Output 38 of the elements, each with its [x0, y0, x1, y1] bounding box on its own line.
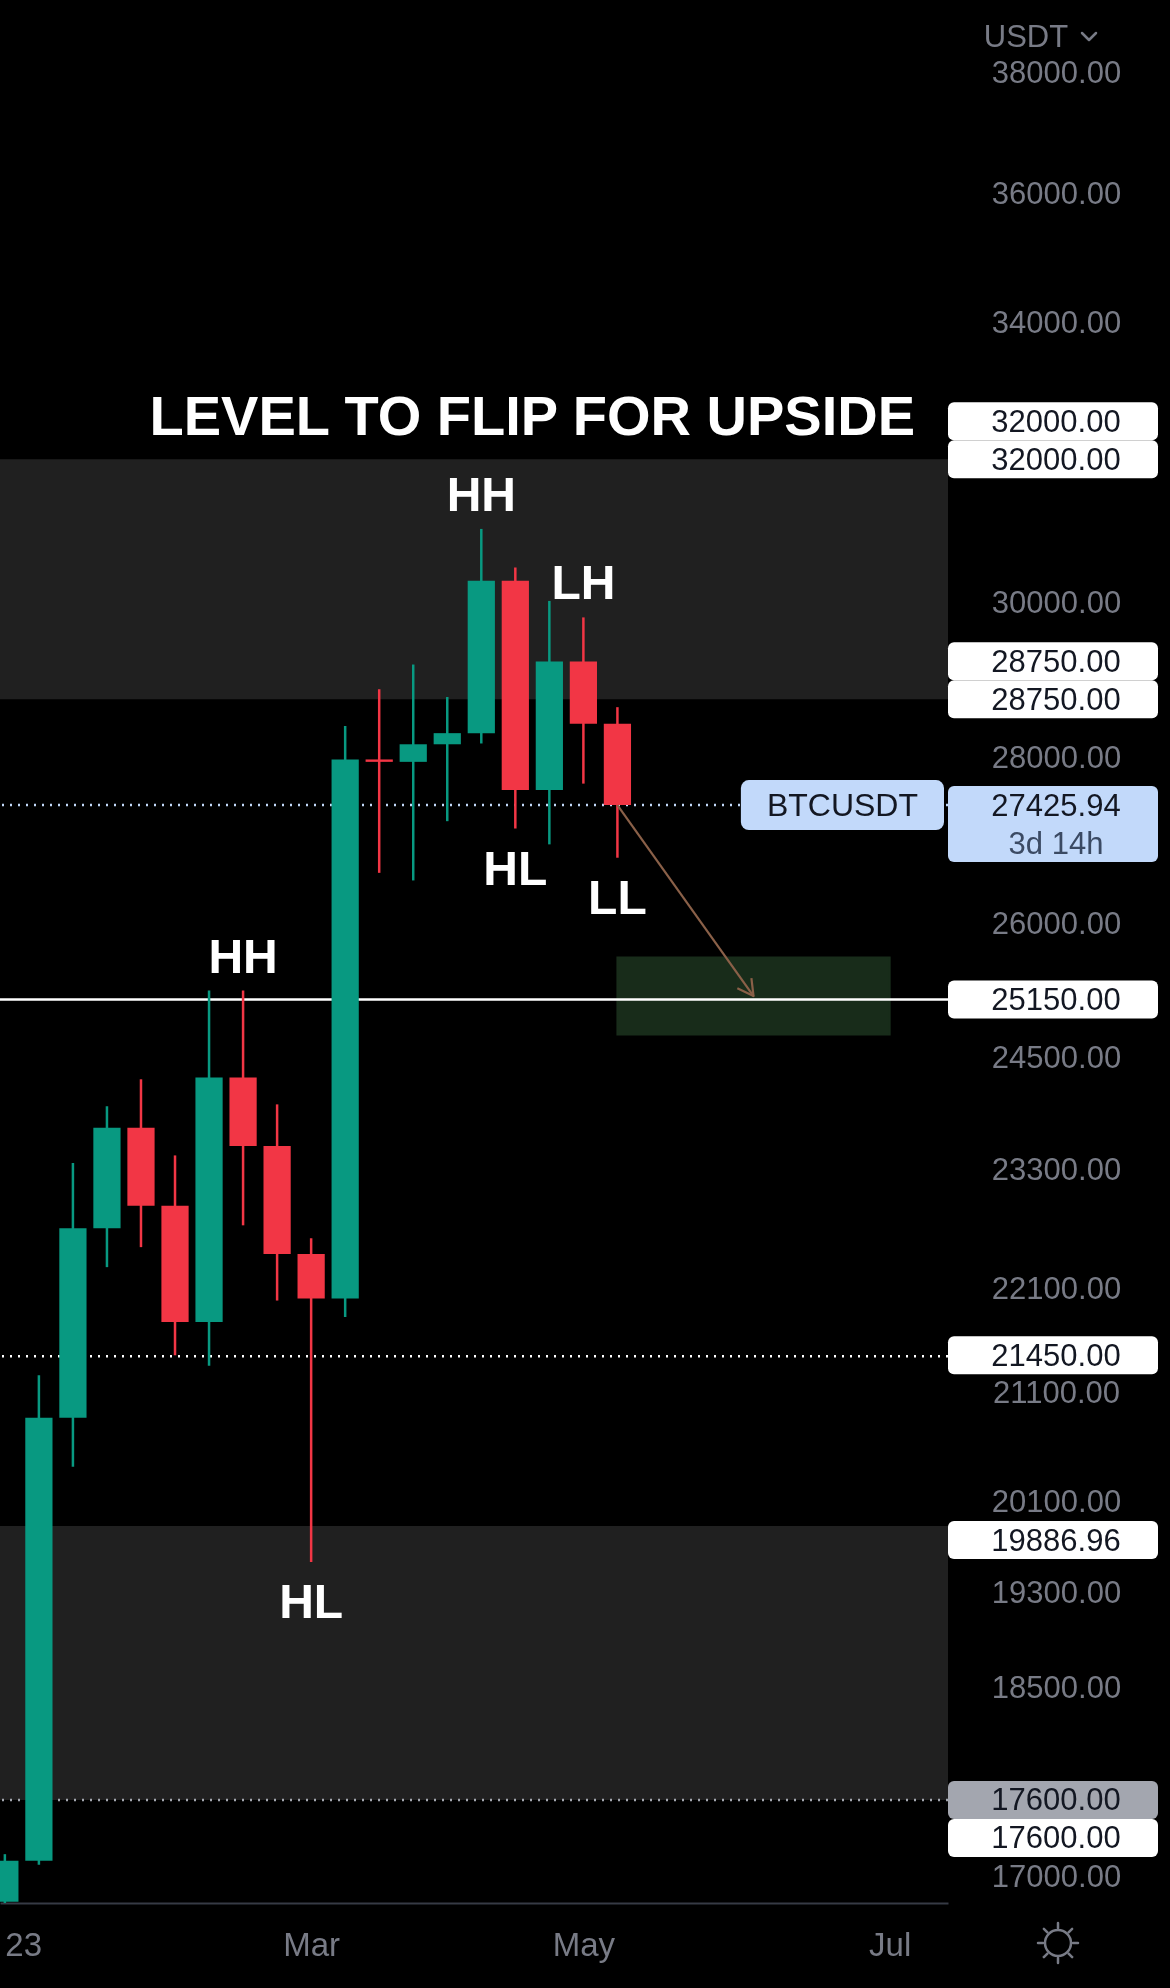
y-tick-label: 34000.00	[991, 304, 1122, 340]
y-tick-label: 36000.00	[991, 176, 1122, 212]
x-tick-label: Jul	[869, 1925, 912, 1963]
x-tick-label: 23	[5, 1925, 43, 1963]
x-tick-label: Mar	[283, 1925, 341, 1963]
y-tick-label: 19300.00	[991, 1574, 1122, 1610]
annotation: 28750.00	[991, 681, 1121, 717]
annotation: 28750.00	[991, 643, 1121, 679]
y-tick-label: 24500.00	[991, 1039, 1122, 1075]
annotation: HH	[446, 467, 516, 521]
annotation: 27425.94	[991, 787, 1121, 823]
annotation: 25150.00	[991, 981, 1121, 1017]
y-tick-label: 28000.00	[991, 740, 1122, 776]
annotation: 32000.00	[991, 441, 1121, 477]
y-tick-label: 26000.00	[991, 906, 1122, 942]
ref-line-label: BTCUSDT	[766, 787, 918, 824]
text: 3d 14h	[1008, 825, 1104, 861]
annotation: HL	[483, 841, 548, 895]
y-tick-label: 18500.00	[991, 1669, 1122, 1705]
annotation: 32000.00	[991, 403, 1121, 439]
annotation: 19886.96	[991, 1522, 1121, 1558]
y-tick-label: 30000.00	[991, 585, 1122, 621]
y-tick-label: 21100.00	[993, 1374, 1120, 1410]
annotation: 21450.00	[991, 1337, 1121, 1373]
y-tick-label: 22100.00	[991, 1270, 1122, 1306]
annotation: LH	[551, 556, 616, 610]
y-tick-label: 23300.00	[991, 1152, 1122, 1188]
annotation: HL	[279, 1575, 344, 1629]
y-axis-title: USDT	[983, 18, 1069, 54]
y-tick-label: 38000.00	[991, 55, 1122, 91]
annotation: HH	[208, 929, 278, 983]
annotation: 17600.00	[991, 1782, 1121, 1818]
annotation: 17600.00	[991, 1820, 1121, 1856]
y-tick-label: 17000.00	[991, 1859, 1122, 1895]
annotation: LL	[588, 870, 647, 924]
band-label: LEVEL TO FLIP FOR UPSIDE	[149, 384, 915, 448]
y-tick-label: 20100.00	[991, 1483, 1122, 1519]
x-tick-label: May	[552, 1925, 616, 1963]
